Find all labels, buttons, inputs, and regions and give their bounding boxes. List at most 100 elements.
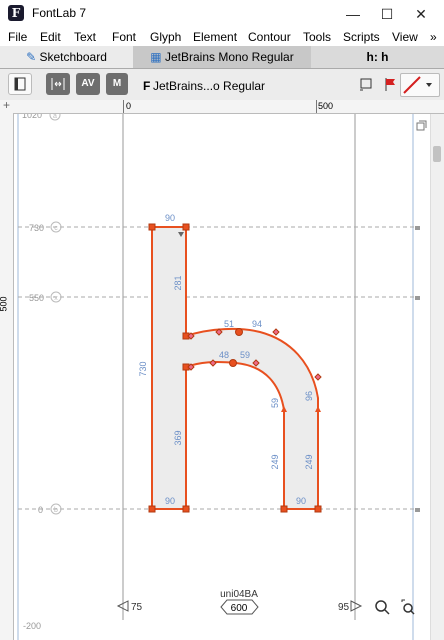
glyph-editor-svg[interactable]: 1020 730 550 0 -200 a c x b [14, 114, 430, 640]
measure-label: 90 [296, 496, 306, 506]
menu-edit[interactable]: Edit [40, 30, 61, 44]
advance-width-field[interactable] [220, 599, 259, 615]
color-swatch-icon [403, 76, 432, 94]
flag-button[interactable] [382, 76, 398, 92]
maximize-button[interactable]: ☐ [380, 6, 394, 22]
x-height-marker-icon[interactable] [50, 291, 62, 303]
measure-label: 96 [304, 391, 314, 401]
chevron-down-icon [426, 83, 432, 87]
ruler-label-0: 0 [126, 101, 132, 111]
baseline-marker-letter: b [54, 507, 58, 514]
lock-icon[interactable] [415, 296, 420, 300]
node[interactable] [314, 505, 322, 513]
ascender-value: 1020 [22, 114, 42, 120]
measure-label: 51 [224, 319, 234, 329]
baseline-marker-icon[interactable] [50, 503, 62, 515]
minimize-button[interactable]: — [346, 6, 360, 22]
measure-label: 59 [240, 350, 250, 360]
measure-label: 59 [270, 398, 280, 408]
match-mode-button[interactable]: M [106, 73, 128, 95]
zoom-icon[interactable] [375, 600, 390, 615]
tab-sketchboard[interactable]: ✎ Sketchboard [0, 46, 133, 68]
menu-element[interactable]: Element [193, 30, 238, 44]
window-title: FontLab 7 [32, 6, 87, 20]
node[interactable] [148, 223, 156, 231]
font-grid-icon: ▦ [150, 50, 162, 64]
handle-node[interactable] [187, 332, 195, 340]
measure-label: 90 [165, 213, 175, 223]
handle-node[interactable] [272, 328, 280, 336]
smooth-node[interactable] [235, 328, 243, 336]
baseline-value: 0 [38, 505, 43, 515]
left-sidebearing-handle-icon[interactable] [116, 600, 129, 612]
metrics-mode-button[interactable] [46, 73, 70, 95]
color-flag-dropdown[interactable] [400, 73, 440, 97]
menu-view[interactable]: View [392, 30, 418, 44]
font-selector[interactable]: JetBrains...o Regular [153, 79, 266, 93]
tangent-node[interactable] [281, 406, 287, 412]
scrollbar-thumb[interactable] [433, 146, 441, 162]
ruler-label-500: 500 [318, 101, 334, 111]
measure-label: 281 [173, 275, 183, 290]
left-sidebearing-value[interactable]: 75 [131, 602, 143, 613]
tab-label: Sketchboard [39, 50, 107, 64]
menu-font[interactable]: Font [112, 30, 137, 44]
vertical-ruler: 500 [0, 113, 14, 640]
glyph-name-label: uni04BA [220, 589, 258, 600]
sidebearing-icon [51, 78, 65, 90]
menu-scripts[interactable]: Scripts [343, 30, 380, 44]
node[interactable] [148, 505, 156, 513]
node[interactable] [182, 223, 190, 231]
ascender-marker-icon[interactable] [49, 114, 61, 121]
tab-font[interactable]: ▦ JetBrains Mono Regular [134, 46, 310, 68]
handle-node[interactable] [215, 328, 223, 336]
right-sidebearing-value[interactable]: 95 [338, 602, 350, 613]
horizontal-ruler: + 0 500 [0, 98, 444, 114]
menu-tools[interactable]: Tools [303, 30, 332, 44]
handle-node[interactable] [252, 359, 260, 367]
ruler-tick [316, 100, 317, 113]
smooth-node[interactable] [229, 359, 237, 367]
glyph-canvas[interactable]: 1020 730 550 0 -200 a c x b [14, 114, 430, 640]
menu-glyph[interactable]: Glyph [150, 30, 182, 44]
font-prefix-label: F [143, 79, 151, 93]
glyph-contour[interactable] [151, 226, 319, 510]
menu-text[interactable]: Text [74, 30, 97, 44]
lock-icon[interactable] [415, 226, 420, 230]
caps-value: 730 [29, 223, 44, 233]
measure-label: 90 [165, 496, 175, 506]
kerning-mode-button[interactable]: AV [76, 73, 100, 95]
ruler-corner-icon: + [3, 98, 11, 112]
menu-contour[interactable]: Contour [248, 30, 291, 44]
advance-width-value[interactable]: 600 [231, 603, 248, 614]
node[interactable] [182, 505, 190, 513]
measure-label: 730 [138, 361, 148, 376]
right-sidebearing-handle-icon[interactable] [350, 600, 363, 612]
ruler-tick [123, 100, 124, 113]
menu-overflow-button[interactable]: » [430, 30, 437, 44]
lock-icon[interactable] [415, 508, 420, 512]
tab-glyph-h[interactable]: h: h [311, 46, 444, 68]
measure-label: 48 [219, 350, 229, 360]
tab-label: JetBrains Mono Regular [164, 50, 294, 64]
measure-label: 94 [252, 319, 262, 329]
fit-view-icon[interactable] [416, 120, 427, 131]
handle-node[interactable] [187, 363, 195, 371]
handle-node[interactable] [209, 359, 217, 367]
menu-file[interactable]: File [8, 30, 28, 44]
start-point-icon [178, 232, 184, 237]
tab-bar: ✎ Sketchboard ▦ JetBrains Mono Regular h… [0, 46, 444, 69]
sidebar-toggle-button[interactable] [8, 73, 32, 95]
pen-icon: ✎ [26, 50, 37, 64]
toolbar: AV M F JetBrains...o Regular [0, 69, 444, 101]
ascender-marker-letter: a [53, 114, 57, 120]
caps-marker-icon[interactable] [50, 221, 62, 233]
tangent-node[interactable] [315, 406, 321, 412]
close-button[interactable]: ✕ [415, 6, 427, 22]
caps-marker-letter: c [54, 225, 58, 232]
node[interactable] [280, 505, 288, 513]
handle-node[interactable] [314, 373, 322, 381]
vertical-scrollbar[interactable] [430, 114, 444, 640]
preview-button[interactable] [358, 76, 374, 92]
zoom-fit-icon[interactable] [401, 599, 415, 615]
